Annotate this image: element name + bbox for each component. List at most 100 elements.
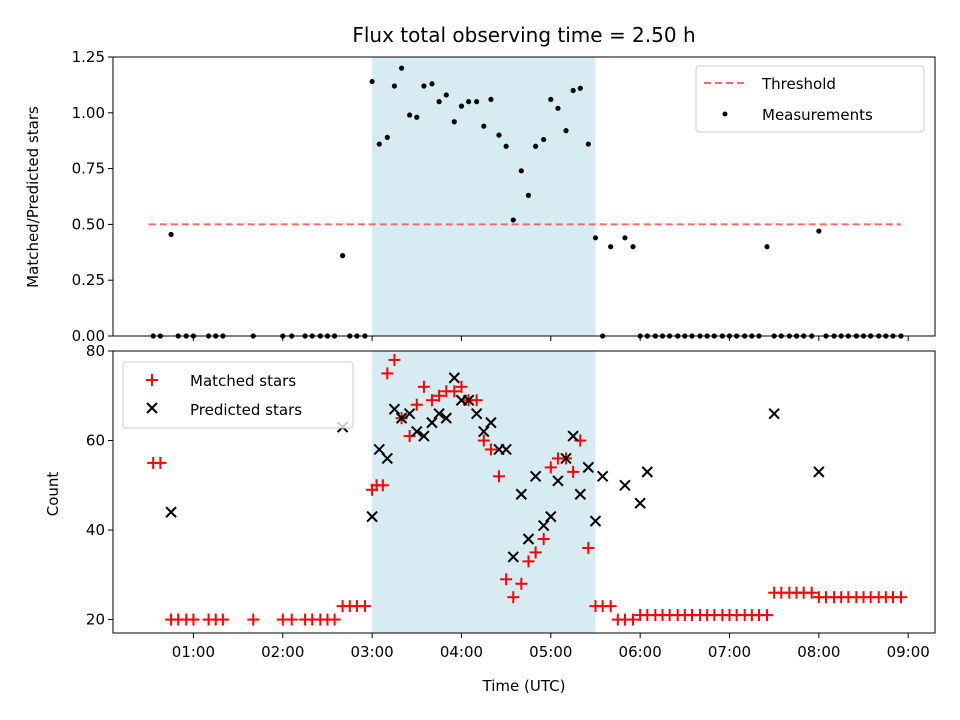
measurement-point — [496, 132, 502, 138]
measurement-point — [525, 192, 532, 198]
predicted-star-point — [529, 470, 542, 483]
matched-star-point — [187, 613, 200, 626]
matched-star-point — [492, 470, 505, 483]
measurement-point — [429, 81, 435, 87]
predicted-star-point — [403, 407, 416, 420]
matched-star-point — [433, 389, 446, 402]
predicted-star-point — [641, 466, 654, 478]
predicted-star-point — [768, 407, 780, 420]
x-tick-label: 08:00 — [797, 643, 840, 661]
measurement-point — [414, 114, 420, 120]
matched-star-point — [410, 398, 423, 411]
measurement-point — [592, 235, 599, 241]
top-y-axis-label: Matched/Predicted stars — [24, 106, 42, 288]
measurement-point — [764, 244, 770, 250]
predicted-star-point — [537, 519, 550, 532]
y-tick-label: 0.00 — [72, 327, 105, 345]
measurement-point — [398, 65, 405, 71]
matched-star-point — [522, 555, 535, 568]
predicted-star-point — [426, 416, 438, 429]
matched-star-point — [388, 353, 401, 366]
y-tick-label: 0.50 — [72, 215, 105, 233]
predicted-star-point — [462, 394, 475, 406]
measurement-point — [340, 253, 346, 259]
predicted-star-point — [522, 533, 535, 545]
x-tick-label: 02:00 — [261, 643, 304, 661]
bottom-panel: 20 40 60 80 01:00 02:00 03:00 04:00 05:00 06:00 0… — [44, 342, 936, 695]
predicted-star-point — [366, 510, 378, 523]
bottom-y-axis-label: Count — [44, 472, 62, 517]
matched-star-point — [515, 577, 528, 590]
measurement-point — [436, 99, 442, 105]
predicted-star-point — [388, 403, 401, 415]
legend-threshold-label: Threshold — [761, 75, 836, 93]
predicted-star-point — [381, 452, 394, 465]
matched-star-point — [247, 613, 260, 626]
matched-star-point — [604, 600, 617, 613]
measurement-point — [488, 96, 494, 103]
x-tick-label: 01:00 — [172, 643, 215, 661]
measurement-point — [555, 105, 561, 111]
measurement-point — [466, 99, 472, 105]
measurement-point — [570, 87, 576, 94]
measurement-point — [816, 228, 822, 234]
predicted-star-point — [619, 479, 631, 491]
legend-matched-swatch — [146, 374, 158, 386]
matched-star-point — [537, 533, 550, 545]
measurement-point — [608, 244, 614, 250]
predicted-star-point — [507, 551, 519, 563]
measurement-point — [407, 112, 413, 118]
predicted-star-point — [395, 412, 408, 424]
y-tick-label: 1.00 — [72, 104, 105, 122]
predicted-star-point — [813, 466, 825, 478]
matched-star-point — [627, 613, 640, 626]
matched-star-point — [805, 586, 818, 599]
measurement-point — [369, 78, 375, 85]
measurement-point — [376, 141, 382, 147]
measurement-point — [481, 123, 487, 129]
measurement-point — [451, 119, 457, 125]
bottom-axes-frame — [112, 350, 936, 634]
x-tick-label: 04:00 — [440, 643, 483, 661]
predicted-star-point — [440, 412, 452, 424]
predicted-star-point — [634, 497, 646, 509]
predicted-star-point — [418, 430, 430, 442]
x-tick-label: 07:00 — [708, 643, 751, 661]
bottom-legend: Matched stars Predicted stars — [122, 361, 354, 429]
predicted-star-point — [589, 515, 602, 527]
legend-measurements-label: Measurements — [762, 106, 873, 124]
predicted-star-point — [433, 407, 445, 420]
matched-star-point — [761, 609, 774, 622]
predicted-star-point — [560, 452, 572, 465]
top-legend-box — [695, 65, 925, 133]
matched-star-point — [507, 591, 520, 604]
matched-star-point — [376, 479, 389, 492]
predicted-star-point — [500, 443, 512, 456]
predicted-star-point — [165, 506, 177, 518]
matched-star-point — [455, 380, 468, 393]
predicted-star-point — [552, 475, 564, 487]
matched-star-point — [544, 461, 557, 474]
y-tick-label: 20 — [86, 611, 105, 629]
measurement-point — [533, 143, 539, 149]
top-panel: 0.00 0.25 0.50 0.75 1.00 1.25 Flux total obse… — [24, 23, 936, 345]
x-axis-label: Time (UTC) — [482, 677, 566, 695]
legend-measurements-swatch — [722, 111, 728, 117]
measurement-point — [548, 96, 554, 103]
measurement-point — [474, 99, 480, 105]
matched-star-point — [567, 465, 580, 478]
chart-title: Flux total observing time = 2.50 h — [352, 23, 695, 47]
matched-star-point — [500, 573, 513, 586]
measurement-point — [458, 103, 465, 109]
predicted-star-point — [574, 488, 586, 500]
predicted-star-point — [485, 416, 497, 429]
y-tick-label: 40 — [86, 521, 105, 539]
y-tick-label: 60 — [86, 432, 105, 450]
y-tick-label: 0.25 — [72, 271, 105, 289]
matched-star-point — [381, 367, 394, 380]
matched-star-point — [358, 600, 371, 613]
measurement-point — [391, 83, 398, 89]
x-tick-label: 09:00 — [887, 643, 930, 661]
measurement-point — [630, 244, 636, 250]
matched-star-point — [154, 456, 167, 469]
